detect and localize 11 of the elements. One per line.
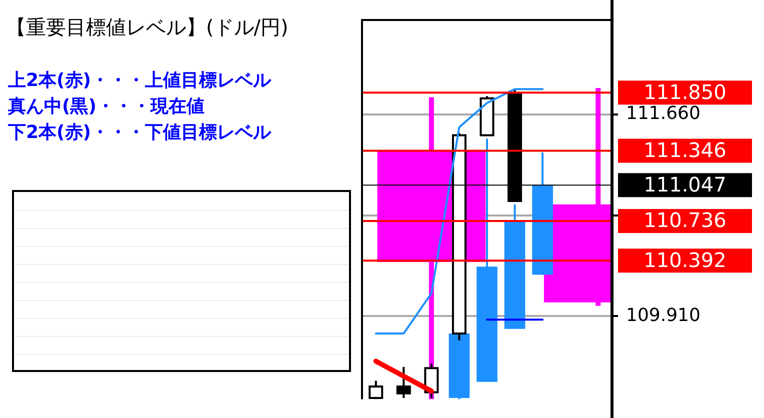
y-tick-label: 111.660 bbox=[626, 103, 700, 124]
text: 上2本(赤)・・・上値目標レベル bbox=[8, 69, 271, 93]
ref-line-label: 110.736 bbox=[644, 208, 726, 232]
ref-line-label: 111.047 bbox=[644, 172, 726, 196]
y-tick-label: 109.910 bbox=[626, 304, 700, 326]
text: 【重要目標値レベル】(ドル/円) bbox=[6, 14, 288, 41]
text: 真ん中(黒)・・・現在値 bbox=[8, 95, 206, 119]
text: 下2本(赤)・・・下値目標レベル bbox=[8, 121, 271, 145]
ref-line-label: 110.392 bbox=[644, 248, 726, 272]
ref-line-label: 111.346 bbox=[644, 138, 726, 162]
ref-line-label: 111.850 bbox=[644, 80, 726, 104]
